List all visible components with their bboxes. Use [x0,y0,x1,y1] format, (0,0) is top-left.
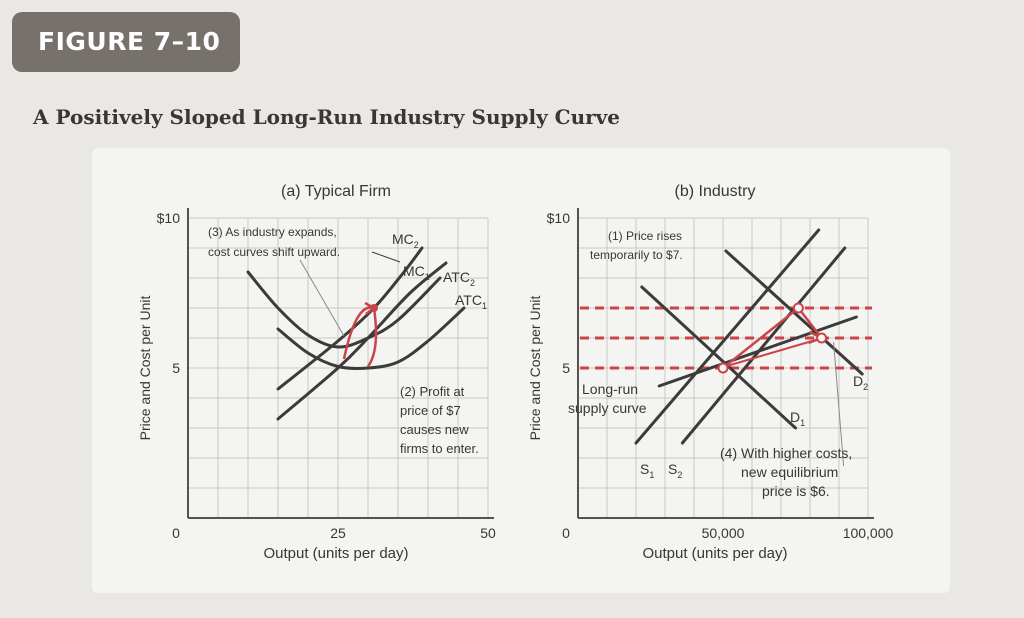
firm-atc1-curve [276,306,466,371]
firm-annotation-cost-shift-line2: cost curves shift upward. [208,245,340,259]
industry-annotation-equilibrium-pointer [833,341,845,467]
industry-panel-title: (b) Industry [675,183,756,200]
industry-annotation-new-equilibrium-line2: new equilibrium [741,464,838,480]
industry-y-axis-label: Price and Cost per Unit [527,296,543,441]
industry-y-tick-label: 5 [562,360,570,376]
industry-lrs-label: Long-run supply curve [568,381,647,416]
industry-equilibrium-new [816,332,828,344]
industry-lrs-curve [657,315,858,388]
firm-x-tick-label: 0 [172,525,180,541]
industry-grid [578,217,869,518]
firm-return-arrow [366,307,378,368]
firm-atc1-label: ATC1 [455,292,487,311]
firm-x-axis-label: Output (units per day) [263,545,408,562]
industry-arrow-to-new [797,307,823,339]
industry-x-tick-label: 50,000 [702,525,745,541]
firm-annotation-profit-line2: price of $7 [400,403,461,418]
firm-x-tick-label: 25 [330,525,346,541]
industry-s1-curve [634,228,821,445]
firm-annotation-profit-line4: firms to enter. [400,441,479,456]
firm-annotation-cost-shift-line1: (3) As industry expands, [208,225,337,239]
firm-profit-point [370,304,378,312]
industry-s2-curve [680,246,847,445]
industry-annotation-new-equilibrium-line1: (4) With higher costs, [720,445,852,461]
firm-chart: 0 25 50 5 $10 (a) Typical Firm Output (units p… [137,183,496,562]
industry-annotation-price-rise-line1: (1) Price rises [608,229,682,243]
industry-d1-curve [640,285,797,430]
firm-annotation-profit-line1: (2) Profit at [400,384,465,399]
industry-arrow-direct [726,339,816,367]
industry-equilibrium-temporary [792,302,804,314]
industry-x-tick-label: 0 [562,525,570,541]
industry-d1-label: D1 [790,409,805,428]
firm-x-tick-label: 50 [480,525,496,541]
firm-y-tick-label: $10 [157,210,181,226]
industry-annotation-new-equilibrium-line3: price is $6. [762,483,830,499]
firm-mc1-label: MC1 [403,263,430,282]
firm-panel-title: (a) Typical Firm [281,183,391,200]
firm-atc2-curve [246,270,442,349]
industry-s1-label: S1 [640,461,654,480]
figure-title: A Positively Sloped Long-Run Industry Su… [33,105,620,129]
figure-badge: FIGURE 7–10 [12,12,240,72]
firm-annotation-cost-shift-leader [371,251,401,263]
industry-arrow-to-temporary [722,307,800,369]
industry-chart: 0 50,000 100,000 5 $10 (b) Industry Output (un… [527,183,894,562]
firm-y-axis-label: Price and Cost per Unit [137,296,153,441]
firm-mc2-label: MC2 [392,231,419,250]
firm-atc2-label: ATC2 [443,269,475,288]
industry-s2-label: S2 [668,461,682,480]
industry-equilibrium-initial [717,362,729,374]
firm-annotation-cost-shift-pointer [299,259,345,337]
industry-x-axis-label: Output (units per day) [642,545,787,562]
industry-d2-label: D2 [853,373,868,392]
industry-annotation-price-rise-line2: temporarily to $7. [590,248,683,262]
firm-y-tick-label: 5 [172,360,180,376]
firm-annotation-profit-line3: causes new [400,422,469,437]
industry-x-tick-label: 100,000 [843,525,894,541]
industry-y-tick-label: $10 [547,210,571,226]
